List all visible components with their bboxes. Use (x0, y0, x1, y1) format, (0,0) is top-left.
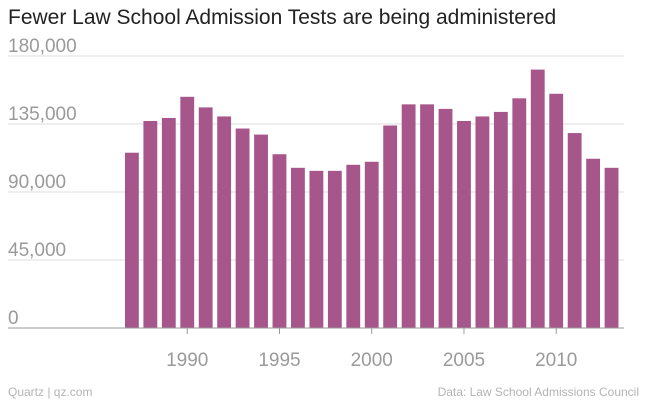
bar-1995 (272, 154, 287, 328)
bar-1988 (143, 120, 158, 328)
x-tick-label: 2005 (443, 350, 485, 371)
bar-2009 (530, 69, 545, 328)
bar-1994 (254, 134, 268, 328)
bar-1997 (309, 170, 324, 328)
bar-2011 (567, 133, 582, 328)
y-tick-label: 90,000 (8, 172, 66, 193)
bar-2003 (420, 104, 434, 328)
x-tick-label: 1995 (258, 350, 300, 371)
bar-1996 (291, 167, 305, 328)
x-tick-label: 2000 (351, 350, 393, 371)
bar-1993 (235, 128, 250, 328)
x-axis-ticks: 1990 1995 2000 2005 2010 (166, 328, 577, 371)
x-tick-label: 2010 (535, 350, 577, 371)
bar-2005 (457, 120, 471, 328)
bar-2010 (549, 93, 564, 329)
y-tick-label: 0 (8, 308, 19, 329)
data-source: Data: Law School Admissions Council (437, 385, 639, 399)
bar-2007 (493, 111, 508, 329)
bar-2002 (401, 104, 416, 328)
bar-1991 (198, 107, 213, 328)
bar-1992 (217, 116, 232, 328)
bar-2012 (586, 158, 601, 328)
bar-2006 (475, 116, 490, 328)
bar-2004 (438, 108, 453, 328)
bar-1989 (161, 117, 176, 328)
y-tick-label: 45,000 (8, 240, 66, 261)
bar-2008 (512, 98, 527, 328)
y-tick-label: 135,000 (8, 104, 77, 125)
x-tick-label: 1990 (166, 350, 208, 371)
y-axis-ticks: 0 45,000 90,000 135,000 180,000 (8, 36, 77, 329)
y-tick-label: 180,000 (8, 36, 77, 57)
chart-title: Fewer Law School Admission Tests are bei… (8, 6, 557, 29)
bar-2013 (604, 167, 619, 328)
bar-2000 (364, 161, 379, 328)
bar-1990 (180, 96, 195, 328)
bar-1999 (346, 164, 361, 328)
bar-1998 (327, 170, 342, 328)
bar-1987 (124, 152, 139, 328)
source-credit: Quartz | qz.com (8, 385, 93, 399)
bars (124, 69, 619, 329)
bar-2001 (383, 125, 398, 328)
